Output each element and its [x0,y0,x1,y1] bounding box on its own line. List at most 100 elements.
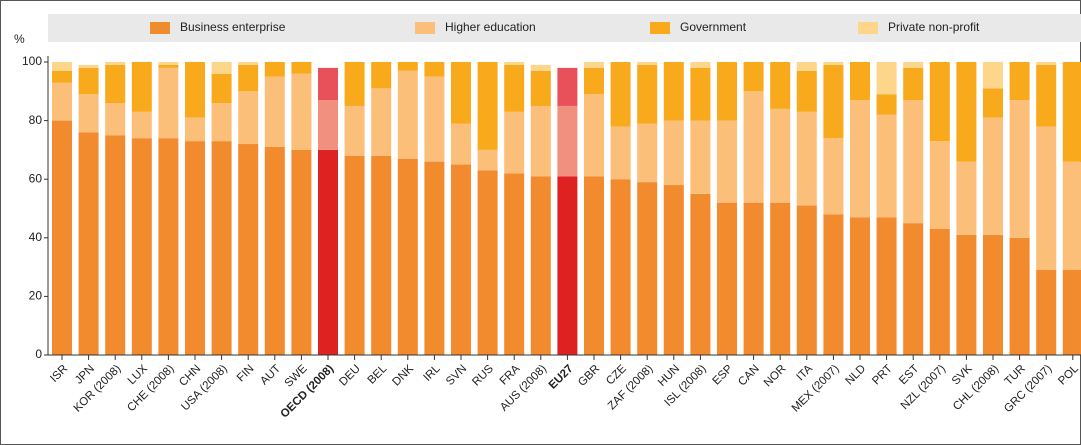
bar-segment [131,111,152,139]
bar-segment [238,64,259,92]
bar-segment [903,67,924,101]
bar-segment [770,202,791,355]
bar-segment [717,202,737,355]
bar-segment [983,117,1003,235]
bar-segment [318,100,338,150]
bar-segment [371,155,392,355]
bar-segment [956,62,977,162]
bar-segment [929,62,950,142]
bar-segment [78,132,99,355]
bar-segment [1036,64,1057,127]
bar-segment [530,64,551,71]
bar-segment [371,88,392,156]
bar-segment [78,64,99,68]
bar-segment [610,126,631,180]
bar-segment [131,138,152,355]
bar-segment [1036,126,1057,271]
bar-segment [105,135,126,355]
bar-segment [663,185,684,355]
bar-segment [238,144,259,355]
bar-segment [530,70,551,106]
bar-segment [690,193,711,355]
bar-segment [530,176,551,355]
bar-segment [1036,270,1057,355]
bar-segment [637,62,658,65]
bar-segment [956,234,977,355]
bar-segment [52,82,72,121]
x-tick-label: NOR [762,363,789,390]
bar-segment [318,67,338,101]
bar-segment [185,141,205,355]
bar-segment [105,62,126,65]
bar-segment [850,62,870,101]
bar-segment [291,149,312,355]
bar-segment [344,62,365,106]
bar-segment [424,76,445,162]
bar-segment [823,214,844,355]
bar-segment [983,88,1003,118]
bar-segment [185,62,205,118]
bar-segment [796,111,817,206]
bar-segment [451,123,471,165]
x-tick-label: CAN [736,363,762,389]
bar-segment [264,76,285,147]
x-tick-label: PRT [870,363,895,388]
bar-segment [956,161,977,235]
bar-segment [424,62,445,77]
bar-segment [158,138,179,355]
bar-segment [1062,270,1081,355]
y-tick-label: 40 [29,230,43,244]
bar-segment [477,62,498,150]
y-axis-label: % [14,32,25,46]
bar-segment [876,94,897,115]
bar-segment [397,70,418,159]
bar-segment [717,62,737,121]
bar-segment [663,62,684,121]
x-tick-label: RUS [470,363,496,389]
x-tick-label: BEL [366,362,390,386]
bar-segment [397,62,418,71]
bar-segment [1062,161,1081,271]
bar-segment [584,94,604,177]
bar-segment [796,205,817,355]
x-tick-label: FIN [235,363,257,385]
legend-swatch [415,22,435,34]
bar-segment [158,62,179,65]
x-tick-label: AUT [258,363,283,388]
legend-label: Business enterprise [180,20,286,34]
bar-segment [211,141,232,355]
bar-segment [743,202,764,355]
x-tick-label: IRL [422,362,444,384]
bar-segment [211,73,232,104]
bar-segment [105,64,126,104]
bar-segment [903,223,924,355]
bar-segment [663,120,684,186]
x-tick-label: DNK [390,363,416,389]
x-tick-label: DEU [337,363,363,389]
bar-segment [451,164,471,355]
bar-segment [52,62,72,71]
bar-segment [238,62,259,65]
bar-segment [1036,62,1057,65]
bar-segment [823,138,844,215]
bar-segment [796,70,817,112]
x-tick-label: ISR [48,363,70,385]
bar-segment [983,234,1003,355]
bar-segment [344,155,365,355]
bar-segment [264,146,285,355]
bar-segment [983,62,1003,89]
bar-segment [770,62,791,109]
bar-segment [451,62,471,124]
bar-segment [637,123,658,183]
bar-segment [477,149,498,171]
bar-segment [823,62,844,65]
bar-segment [477,170,498,355]
bar-segment [291,73,312,150]
bar-segment [1009,237,1030,355]
bar-segment [131,62,152,112]
bar-segment [52,70,72,83]
y-tick-label: 60 [29,171,43,185]
bar-segment [770,108,791,203]
bar-segment [796,62,817,71]
x-tick-label: EU27 [547,363,576,392]
